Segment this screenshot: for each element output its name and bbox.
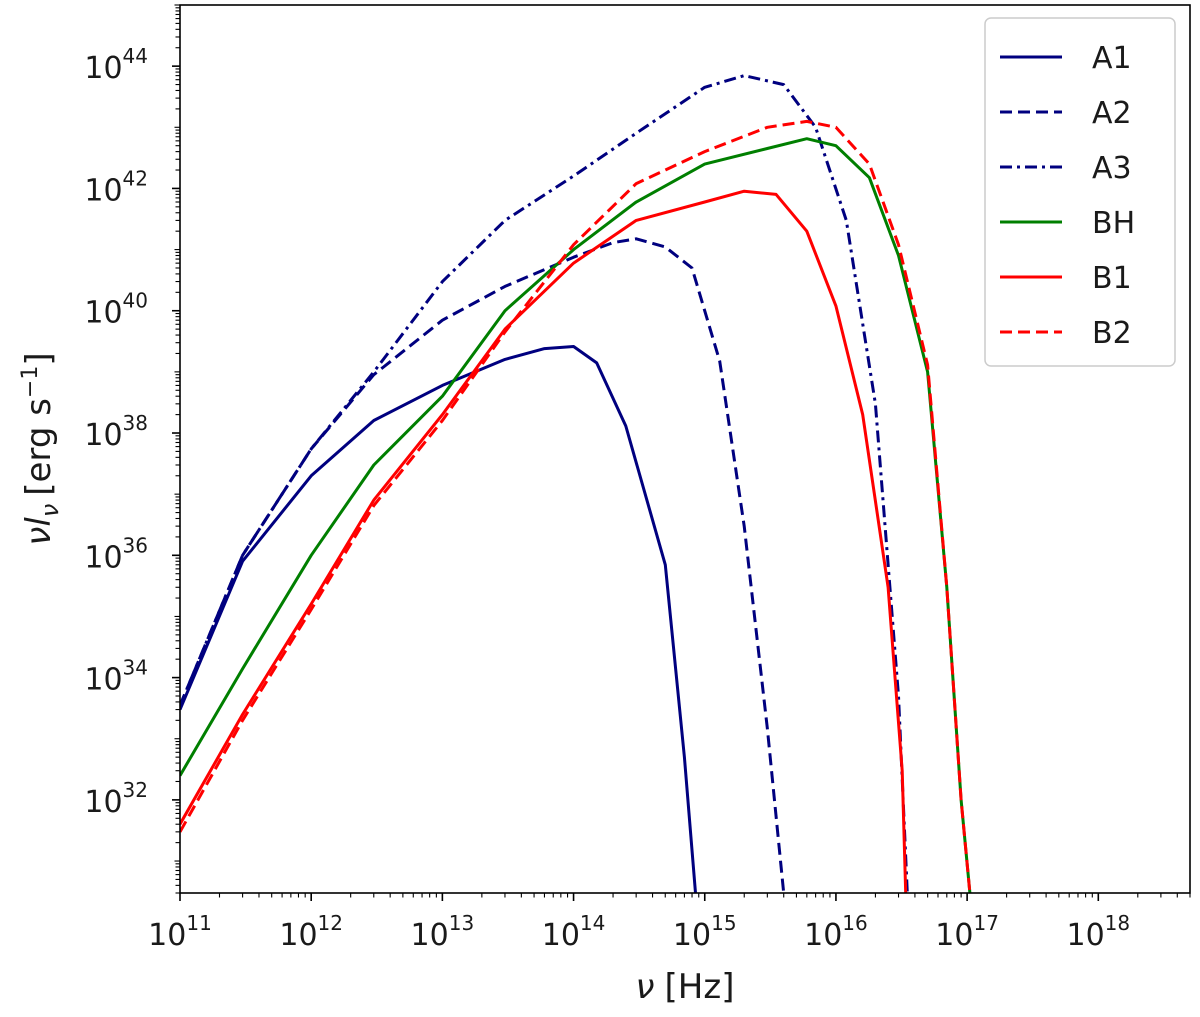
x-tick-label: 1017 — [935, 911, 999, 953]
legend-box — [984, 17, 1176, 367]
y-tick-label: 1032 — [84, 778, 148, 820]
y-tick-exponent: 40 — [123, 289, 148, 313]
x-tick-base: 10 — [148, 918, 186, 953]
y-tick-base: 10 — [84, 173, 122, 208]
y-axis-unit-close: ] — [19, 352, 59, 365]
x-tick-label: 1016 — [804, 911, 868, 953]
series-line-bh — [180, 137, 972, 893]
series-layer — [180, 74, 972, 893]
x-tick-exponent: 16 — [842, 911, 867, 935]
y-tick-label: 1036 — [84, 533, 148, 575]
x-tick-exponent: 11 — [186, 911, 211, 935]
x-tick-exponent: 14 — [580, 911, 605, 935]
x-tick-base: 10 — [804, 918, 842, 953]
y-tick-exponent: 44 — [123, 44, 148, 68]
x-tick-label: 1015 — [673, 911, 737, 953]
y-tick-base: 10 — [84, 51, 122, 86]
x-tick-label: 1011 — [148, 911, 212, 953]
legend-label-b2: B2 — [1092, 316, 1132, 351]
x-tick-base: 10 — [542, 918, 580, 953]
x-axis-label: ν [Hz] — [636, 967, 735, 1007]
x-axis: 1011 1012 1013 1014 1015 1016 1017 1018 — [148, 893, 1191, 953]
x-axis-symbol: ν — [636, 967, 655, 1007]
legend-label-b1: B1 — [1092, 261, 1132, 296]
x-tick-label: 1012 — [279, 911, 343, 953]
y-tick-base: 10 — [84, 785, 122, 820]
legend-label-a2: A2 — [1092, 96, 1132, 131]
x-tick-base: 10 — [1066, 918, 1104, 953]
y-tick-label: 1042 — [84, 166, 148, 208]
y-axis-symbol: νl — [19, 517, 59, 546]
legend: A1 A2 A3 BH B1 B2 — [984, 17, 1176, 367]
x-tick-base: 10 — [673, 918, 711, 953]
legend-label-a3: A3 — [1092, 151, 1132, 186]
legend-label-a1: A1 — [1092, 41, 1132, 76]
y-axis-unit-exponent: −1 — [18, 366, 43, 398]
y-axis-unit: [erg s — [19, 398, 59, 496]
y-tick-exponent: 32 — [123, 778, 148, 802]
y-axis-subscript: ν — [36, 504, 64, 517]
x-tick-base: 10 — [279, 918, 317, 953]
y-tick-exponent: 36 — [123, 533, 148, 557]
y-tick-label: 1044 — [84, 44, 148, 86]
x-tick-exponent: 12 — [318, 911, 343, 935]
series-line-a1 — [180, 345, 697, 893]
x-axis-unit: [Hz] — [665, 967, 735, 1007]
y-tick-base: 10 — [84, 418, 122, 453]
y-tick-label: 1040 — [84, 289, 148, 331]
x-tick-exponent: 18 — [1105, 911, 1130, 935]
y-tick-base: 10 — [84, 296, 122, 331]
x-tick-label: 1014 — [542, 911, 606, 953]
y-tick-exponent: 42 — [123, 166, 148, 190]
y-tick-base: 10 — [84, 540, 122, 575]
x-tick-exponent: 13 — [449, 911, 474, 935]
y-axis-label: νlν [erg s−1] — [18, 352, 64, 545]
y-tick-label: 1038 — [84, 411, 148, 453]
y-tick-base: 10 — [84, 663, 122, 698]
x-tick-base: 10 — [935, 918, 973, 953]
x-tick-exponent: 17 — [973, 911, 998, 935]
x-tick-exponent: 15 — [711, 911, 736, 935]
series-line-a2 — [180, 237, 786, 893]
y-tick-exponent: 34 — [123, 656, 148, 680]
y-tick-label: 1034 — [84, 656, 148, 698]
x-tick-label: 1018 — [1066, 911, 1130, 953]
x-tick-base: 10 — [411, 918, 449, 953]
x-tick-label: 1013 — [411, 911, 475, 953]
series-line-b1 — [180, 189, 908, 893]
plot-frame — [179, 4, 1191, 894]
y-tick-exponent: 38 — [123, 411, 148, 435]
series-line-b2 — [180, 119, 972, 893]
series-line-a3 — [180, 74, 909, 893]
legend-label-bh: BH — [1092, 206, 1135, 241]
